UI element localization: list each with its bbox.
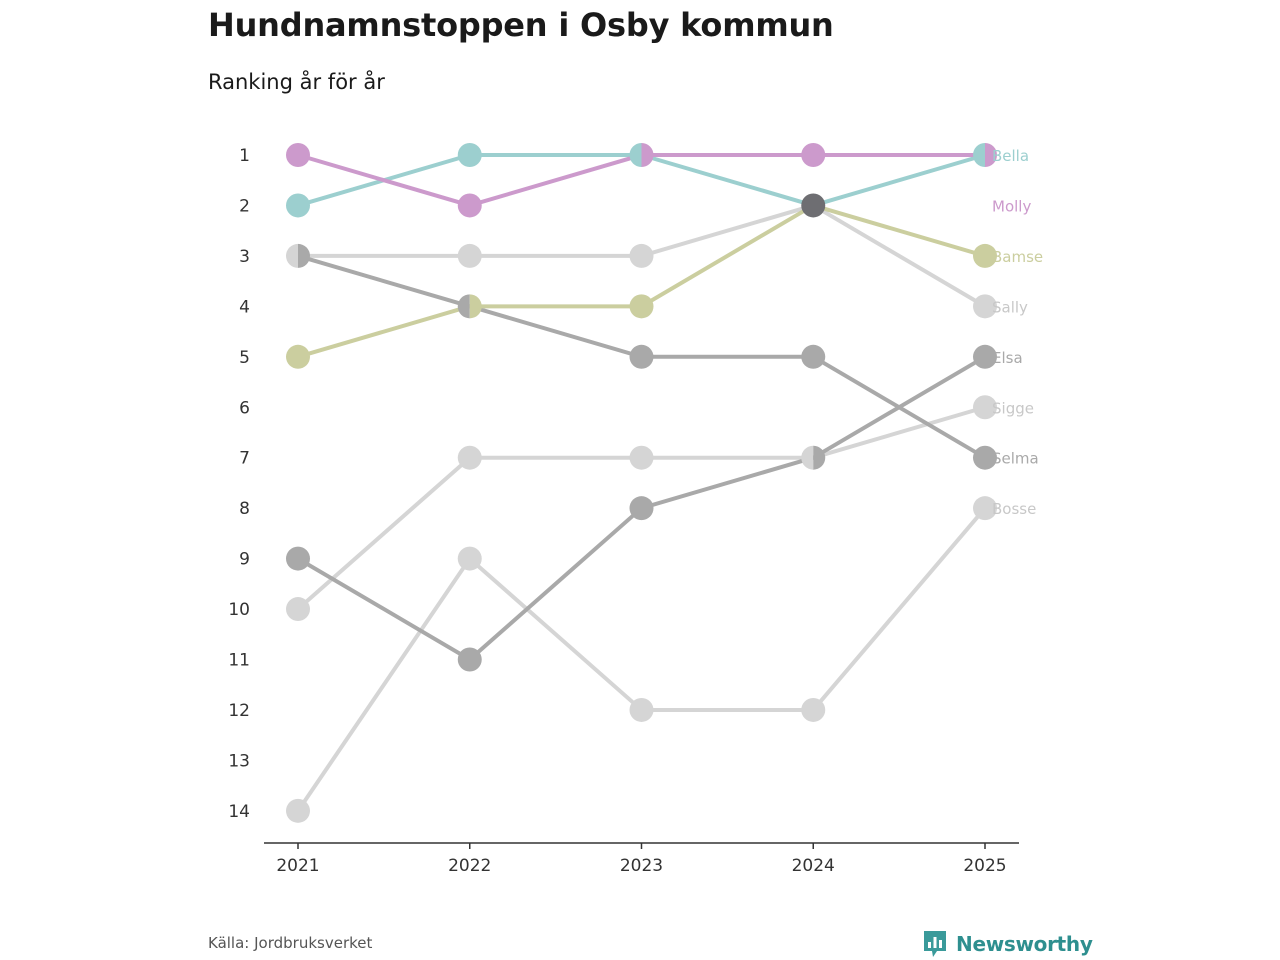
chart-title: Hundnamnstoppen i Osby kommun <box>208 6 834 44</box>
brand-logo[interactable]: Newsworthy <box>922 929 1093 959</box>
data-point-left-half <box>457 294 470 319</box>
data-point <box>629 243 654 268</box>
data-point <box>629 697 654 722</box>
source-note: Källa: Jordbruksverket <box>208 934 373 952</box>
data-point <box>286 344 310 369</box>
x-tick-label: 2025 <box>963 856 1006 876</box>
y-tick-label: 4 <box>239 297 250 317</box>
end-label-molly: Molly <box>992 197 1031 215</box>
y-tick-label: 5 <box>239 348 250 368</box>
x-tick-label: 2022 <box>448 856 491 876</box>
data-point <box>457 546 482 571</box>
data-point <box>973 243 997 268</box>
data-point <box>286 546 310 571</box>
data-point <box>457 647 482 672</box>
chart-subtitle: Ranking år för år <box>208 70 385 94</box>
end-label-sigge: Sigge <box>992 399 1034 417</box>
y-tick-label: 7 <box>239 449 250 469</box>
data-point <box>973 496 997 521</box>
data-point <box>629 445 654 470</box>
y-tick-label: 8 <box>239 499 250 519</box>
newsworthy-logo-icon <box>924 931 946 957</box>
data-point <box>629 344 654 369</box>
y-tick-label: 14 <box>228 802 250 822</box>
data-point <box>286 143 310 167</box>
y-tick-label: 12 <box>228 701 250 721</box>
data-point <box>973 445 997 470</box>
end-label-elsa: Elsa <box>992 349 1023 367</box>
data-point <box>286 798 310 823</box>
brand-name: Newsworthy <box>956 932 1093 956</box>
data-point <box>973 344 997 369</box>
y-tick-label: 9 <box>239 550 250 570</box>
data-point <box>801 344 826 369</box>
data-point-right-half <box>985 143 997 167</box>
data-point-right-half <box>813 445 826 470</box>
data-point <box>457 445 482 470</box>
series-line-bamse <box>297 203 986 359</box>
y-tick-label: 1 <box>239 146 250 166</box>
data-point-right-half <box>469 294 482 319</box>
y-tick-label: 6 <box>239 398 250 418</box>
data-point <box>801 143 826 167</box>
data-point <box>973 294 997 319</box>
data-point <box>457 243 482 268</box>
end-label-bosse: Bosse <box>992 500 1036 518</box>
data-point <box>286 597 310 622</box>
y-tick-label: 2 <box>239 196 250 216</box>
x-tick-label: 2021 <box>276 856 319 876</box>
data-point <box>629 496 654 521</box>
y-tick-label: 11 <box>228 651 250 671</box>
x-tick-label: 2024 <box>792 856 835 876</box>
data-point-right-half <box>641 143 654 167</box>
data-point <box>457 193 482 218</box>
end-label-bamse: Bamse <box>992 248 1043 266</box>
data-point <box>801 193 826 218</box>
end-label-selma: Selma <box>992 450 1039 468</box>
data-point-left-half <box>286 243 298 268</box>
data-point-right-half <box>298 243 310 268</box>
data-point <box>801 697 826 722</box>
data-point <box>457 143 482 167</box>
end-label-bella: Bella <box>992 147 1029 165</box>
data-point-left-half <box>973 143 985 167</box>
y-tick-label: 10 <box>228 600 250 620</box>
series-line-bosse <box>296 506 987 812</box>
y-tick-label: 3 <box>239 247 250 267</box>
data-point-left-half <box>629 143 642 167</box>
data-point-left-half <box>801 445 814 470</box>
end-label-sally: Sally <box>992 298 1028 316</box>
data-point <box>629 294 654 319</box>
data-point <box>973 395 997 420</box>
x-tick-label: 2023 <box>620 856 663 876</box>
y-tick-label: 13 <box>228 751 250 771</box>
data-point <box>286 193 310 218</box>
